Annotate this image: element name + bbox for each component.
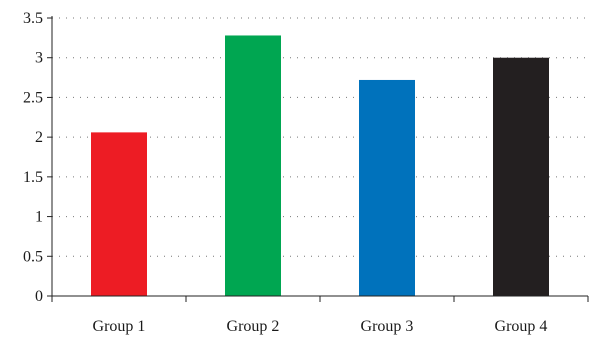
y-tick-label-5: 2.5 (23, 89, 43, 106)
y-tick-label-7: 3.5 (23, 10, 43, 27)
y-tick-label-1: 0.5 (23, 248, 43, 265)
x-tick-label-3: Group 3 (361, 318, 414, 335)
bar-2 (225, 35, 281, 296)
bar-4 (493, 58, 549, 296)
bar-1 (91, 132, 147, 296)
bar-3 (359, 80, 415, 296)
y-tick-label-6: 3 (35, 50, 43, 67)
y-tick-label-2: 1 (35, 209, 43, 226)
x-tick-label-4: Group 4 (495, 318, 548, 335)
x-tick-label-1: Group 1 (93, 318, 146, 335)
bars (91, 35, 549, 296)
x-tick-label-2: Group 2 (227, 318, 280, 335)
y-tick-label-3: 1.5 (23, 169, 43, 186)
y-tick-label-4: 2 (35, 129, 43, 146)
y-tick-label-0: 0 (35, 288, 43, 305)
